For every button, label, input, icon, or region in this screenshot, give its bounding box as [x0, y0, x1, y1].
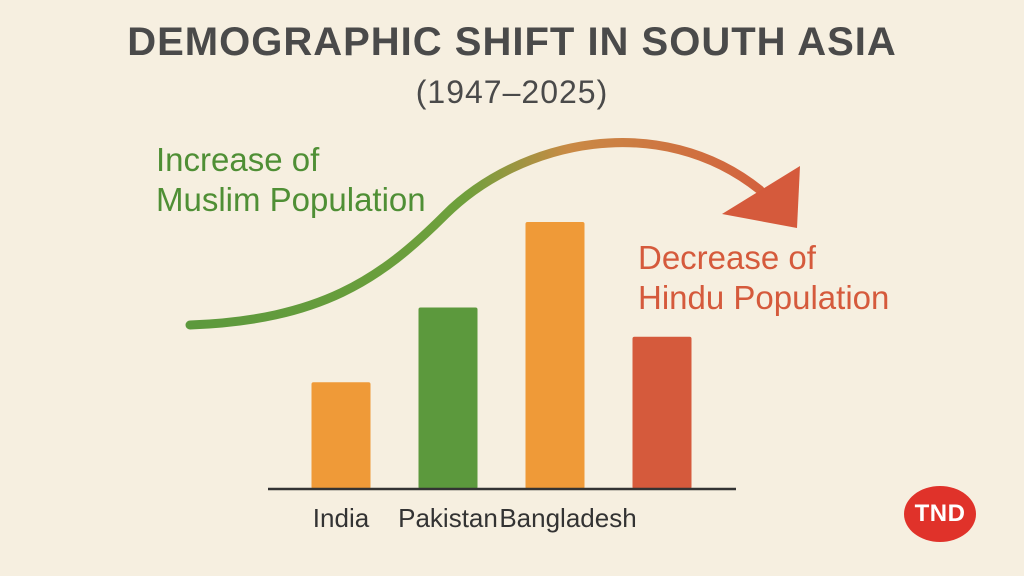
tnd-logo-badge: TND: [904, 486, 976, 542]
x-tick-label-india: India: [313, 503, 370, 533]
bar-unlabeled: [632, 336, 692, 489]
trend-curve: [185, 138, 765, 330]
trend-arrow-head: [722, 166, 800, 228]
x-tick-label-bangladesh: Bangladesh: [499, 503, 636, 533]
increase-line-2: Muslim Population: [156, 181, 426, 218]
increase-line-1: Increase of: [156, 141, 320, 178]
chart-title: DEMOGRAPHIC SHIFT IN SOUTH ASIA: [127, 20, 897, 64]
bar-bangladesh: [525, 222, 585, 489]
increase-annotation: Increase of Muslim Population: [156, 140, 426, 220]
decrease-line-1: Decrease of: [638, 239, 816, 276]
bar-pakistan: [418, 307, 478, 489]
decrease-annotation: Decrease of Hindu Population: [638, 238, 889, 318]
bar-india: [311, 382, 371, 489]
x-tick-labels: India Pakistan Bangladesh: [313, 503, 637, 533]
bars-group: [311, 222, 692, 489]
x-tick-label-pakistan: Pakistan: [398, 503, 498, 533]
chart-subtitle: (1947–2025): [415, 74, 609, 110]
decrease-line-2: Hindu Population: [638, 279, 890, 316]
